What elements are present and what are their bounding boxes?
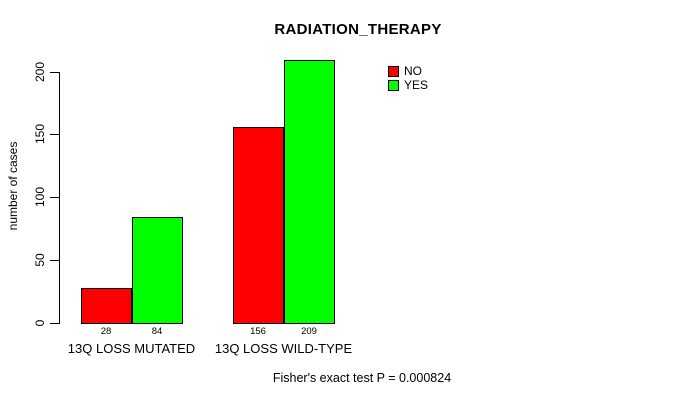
y-tick-label: 50	[33, 253, 47, 267]
y-tick-label: 0	[33, 319, 47, 327]
bar-yes-13q-loss-mutated	[131, 217, 183, 324]
fisher-test-annotation: Fisher's exact test P = 0.000824	[272, 371, 452, 385]
y-axis-line	[59, 71, 60, 324]
x-category-label-13q-loss-wild-type: 13Q LOSS WILD-TYPE	[214, 341, 353, 356]
y-tick	[50, 71, 59, 73]
legend-swatch-yes	[388, 79, 399, 91]
bar-no-13q-loss-mutated	[80, 287, 132, 324]
legend-swatch-no	[388, 65, 399, 77]
x-category-label-13q-loss-mutated: 13Q LOSS MUTATED	[67, 341, 196, 356]
y-tick	[50, 134, 59, 136]
y-tick	[50, 260, 59, 262]
y-tick	[50, 323, 59, 324]
bar-no-13q-loss-wild-type	[232, 126, 284, 324]
bar-value-label: 156	[250, 326, 266, 337]
chart-title: RADIATION_THERAPY	[274, 21, 442, 38]
legend-item-no: NO	[388, 64, 428, 78]
bar-yes-13q-loss-wild-type	[283, 60, 335, 324]
legend: NO YES	[388, 64, 428, 92]
y-tick	[50, 197, 59, 199]
y-tick-label: 100	[33, 187, 47, 208]
legend-item-yes: YES	[388, 78, 428, 92]
bar-value-label: 28	[100, 326, 112, 337]
bar-value-label: 209	[301, 326, 317, 337]
y-axis-label: number of cases	[6, 141, 20, 231]
legend-label: NO	[404, 64, 422, 78]
y-tick-label: 150	[33, 124, 47, 145]
bar-value-label: 84	[151, 326, 163, 337]
y-tick-label: 200	[33, 61, 47, 82]
legend-label: YES	[404, 78, 429, 92]
